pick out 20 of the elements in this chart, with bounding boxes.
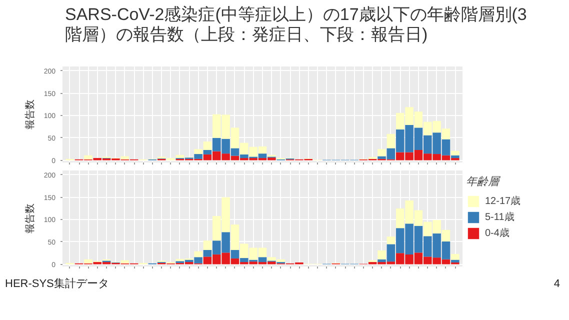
bar xyxy=(451,260,460,262)
text: 4 xyxy=(554,277,560,292)
bar xyxy=(451,150,460,156)
chart-title: SARS-CoV-2感染症(中等症以上）の17歳以下の年齢階層別(3階層）の報告数（上段：発症日、下段：報告日) xyxy=(65,5,528,46)
y-axis-title: 報告数 xyxy=(24,100,36,130)
bar xyxy=(378,149,386,156)
bar xyxy=(386,134,396,148)
legend-label: 5-11歳 xyxy=(485,210,514,224)
bar xyxy=(378,250,386,260)
legend-label: 0-4歳 xyxy=(485,226,510,240)
bar xyxy=(194,251,202,258)
bar xyxy=(386,236,396,244)
legend-label: 12-17歳 xyxy=(485,194,521,208)
bar xyxy=(451,155,460,158)
bar xyxy=(203,240,212,250)
bar xyxy=(451,254,460,260)
text: HER-SYS集計データ xyxy=(5,277,109,292)
legend-title: 年齢層 xyxy=(466,175,502,189)
bar xyxy=(84,155,92,160)
y-axis-title: 報告数 xyxy=(24,204,36,234)
